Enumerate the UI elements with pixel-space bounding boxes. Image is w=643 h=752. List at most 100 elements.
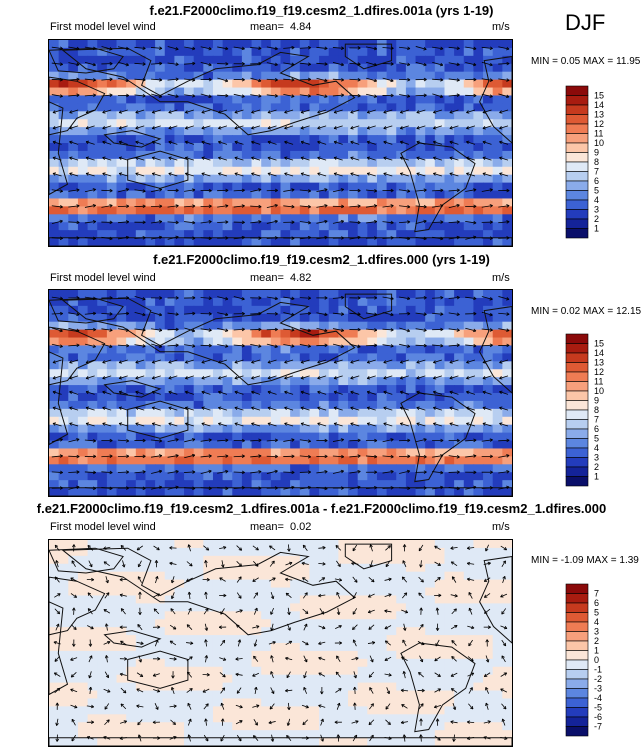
wind-arrowhead (85, 406, 90, 410)
field-cell (415, 377, 426, 386)
field-cell (212, 658, 224, 668)
field-cell (367, 682, 378, 692)
field-cell (87, 635, 98, 644)
wind-arrow (332, 439, 344, 442)
field-cell (367, 190, 378, 200)
field-cell (328, 587, 339, 597)
field-cell (357, 353, 368, 362)
field-cell (87, 690, 98, 700)
field-cell (319, 361, 330, 370)
wind-arrowhead (300, 140, 305, 145)
field-cell (290, 55, 301, 65)
wind-arrow (217, 470, 229, 474)
field-cell (319, 488, 330, 496)
field-cell (106, 103, 118, 112)
field-cell (251, 571, 262, 581)
field-cell (184, 55, 195, 65)
field-cell (193, 666, 204, 676)
field-cell (299, 150, 311, 160)
field-cell (396, 472, 407, 481)
field-cell (309, 571, 320, 581)
field-cell (203, 47, 214, 57)
field-cell (473, 127, 484, 136)
field-cell (106, 456, 118, 465)
field-cell (444, 369, 455, 378)
field-cell (212, 174, 224, 184)
field-cell (376, 400, 388, 410)
field-cell (328, 111, 339, 120)
field-cell (290, 643, 301, 652)
field-cell (135, 456, 147, 465)
wind-arrow (383, 125, 393, 129)
field-cell (415, 547, 426, 557)
wind-arrow (266, 343, 278, 348)
field-cell (483, 579, 494, 589)
field-cell (454, 432, 465, 442)
wind-arrowhead (357, 93, 361, 98)
field-cell (280, 329, 291, 339)
field-cell (184, 150, 195, 160)
field-cell (367, 55, 378, 65)
field-cell (396, 297, 407, 307)
wind-arrowhead (225, 344, 229, 348)
field-cell (106, 174, 118, 184)
wind-arrowhead (433, 376, 437, 380)
field-cell (251, 135, 262, 144)
field-cell (203, 103, 214, 112)
field-cell (473, 416, 484, 426)
field-cell (338, 206, 349, 215)
field-cell (502, 222, 512, 231)
field-cell (299, 547, 311, 557)
field-cell (145, 329, 156, 339)
field-cell (155, 63, 166, 73)
wind-arrow (52, 109, 62, 114)
panel-2-map (48, 289, 513, 497)
wind-arrow (283, 93, 295, 97)
field-cell (463, 432, 475, 442)
field-cell (328, 563, 339, 573)
field-cell (164, 55, 175, 65)
field-cell (49, 135, 60, 144)
field-cell (270, 166, 282, 176)
field-cell (444, 290, 455, 299)
wind-arrow (250, 47, 262, 49)
wind-arrowhead (406, 62, 411, 67)
field-cell (425, 658, 436, 668)
colorbar-box (565, 95, 589, 106)
field-cell (367, 119, 378, 128)
wind-arrow (399, 221, 411, 224)
field-cell (348, 635, 359, 644)
field-cell (290, 440, 301, 450)
field-cell (270, 408, 282, 418)
field-cell (126, 166, 137, 176)
field-cell (444, 472, 455, 481)
wind-arrowhead (76, 46, 80, 51)
wind-arrow (433, 172, 443, 177)
field-cell (376, 111, 388, 120)
field-cell (241, 353, 253, 362)
field-cell (212, 87, 224, 97)
field-cell (184, 488, 195, 496)
field-cell (463, 297, 475, 307)
field-cell (87, 305, 98, 315)
wind-arrowhead (416, 156, 420, 160)
field-cell (319, 206, 330, 215)
field-cell (68, 345, 79, 354)
wind-arrowhead (300, 126, 305, 130)
wind-arrow (416, 141, 426, 145)
field-cell (473, 587, 484, 597)
field-cell (290, 345, 301, 354)
field-cell (116, 329, 127, 339)
field-cell (309, 337, 320, 347)
wind-arrowhead (390, 188, 394, 193)
field-cell (232, 377, 243, 386)
field-cell (87, 666, 98, 676)
field-cell (444, 111, 455, 120)
wind-arrow (449, 422, 459, 427)
field-cell (49, 658, 60, 668)
wind-arrowhead (258, 220, 262, 224)
field-cell (135, 345, 147, 354)
field-cell (241, 385, 253, 394)
field-cell (193, 47, 204, 57)
field-cell (184, 400, 195, 410)
